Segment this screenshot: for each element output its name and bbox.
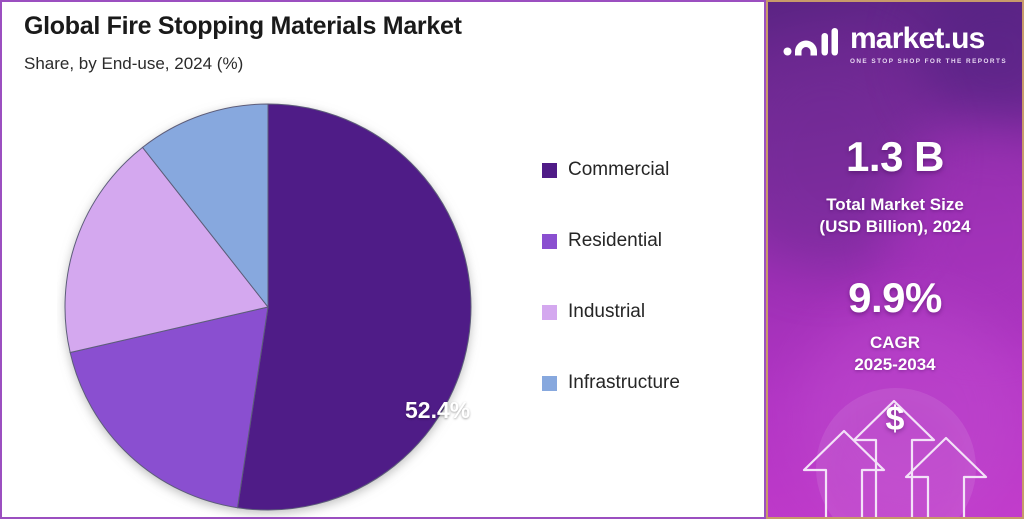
legend-item-label: Infrastructure — [568, 372, 680, 393]
legend-item-industrial[interactable]: Industrial — [542, 296, 752, 328]
cagr-caption-line1: CAGR — [869, 333, 921, 352]
background-ring — [816, 388, 976, 517]
arrow-up-left-icon — [802, 429, 886, 517]
background-blob — [768, 42, 928, 272]
pie-chart-svg — [64, 103, 472, 511]
legend-item-label: Residential — [568, 230, 662, 251]
legend-swatch-icon — [542, 304, 557, 320]
cagr-caption: CAGR 2025-2034 — [768, 332, 1022, 376]
market-us-logo-icon — [783, 27, 841, 62]
brand-name: market.us — [849, 22, 985, 55]
legend-item-commercial[interactable]: Commercial — [542, 154, 752, 186]
background-blob — [918, 2, 1022, 132]
pie-slices — [64, 103, 472, 511]
chart-subtitle: Share, by End-use, 2024 (%) — [24, 54, 244, 73]
pie-slice-commercial — [236, 103, 472, 511]
brand-logo-text: market.us ONE STOP SHOP FOR THE REPORTS — [849, 22, 1008, 66]
pie-data-label: 52.4% — [405, 397, 471, 423]
pie-slice-infrastructure — [141, 103, 269, 309]
legend-item-label: Commercial — [568, 159, 670, 180]
growth-arrows-graphic — [768, 397, 1022, 517]
market-size-value: 1.3 B — [846, 133, 944, 180]
brand-logo[interactable]: market.us ONE STOP SHOP FOR THE REPORTS — [768, 24, 1022, 65]
pie-chart: 52.4% — [57, 97, 482, 517]
legend-swatch-icon — [542, 375, 557, 391]
brand-stats-panel: market.us ONE STOP SHOP FOR THE REPORTS … — [766, 0, 1024, 519]
chart-legend: Commercial Residential Industrial Infras… — [542, 154, 752, 438]
cagr-value: 9.9% — [848, 274, 942, 321]
pie-slice-residential — [69, 306, 269, 509]
arrow-up-center-icon — [852, 399, 936, 517]
legend-swatch-icon — [542, 162, 557, 178]
background-blob — [798, 302, 1022, 517]
pie-slice-industrial — [64, 146, 269, 354]
legend-item-infrastructure[interactable]: Infrastructure — [542, 367, 752, 399]
legend-item-residential[interactable]: Residential — [542, 225, 752, 257]
dollar-sign-icon: $ — [885, 400, 905, 438]
arrow-up-right-icon — [904, 436, 988, 517]
legend-item-label: Industrial — [568, 301, 646, 322]
cagr-caption-line2: 2025-2034 — [854, 354, 936, 374]
chart-panel: Global Fire Stopping Materials Market Sh… — [0, 0, 766, 519]
page-title: Global Fire Stopping Materials Market — [24, 12, 462, 40]
market-size-caption: Total Market Size (USD Billion), 2024 — [768, 194, 1022, 238]
market-size-caption-line1: Total Market Size — [826, 195, 964, 214]
brand-tagline: ONE STOP SHOP FOR THE REPORTS — [849, 58, 1008, 65]
legend-swatch-icon — [542, 233, 557, 249]
market-size-caption-line2: (USD Billion), 2024 — [819, 216, 971, 236]
